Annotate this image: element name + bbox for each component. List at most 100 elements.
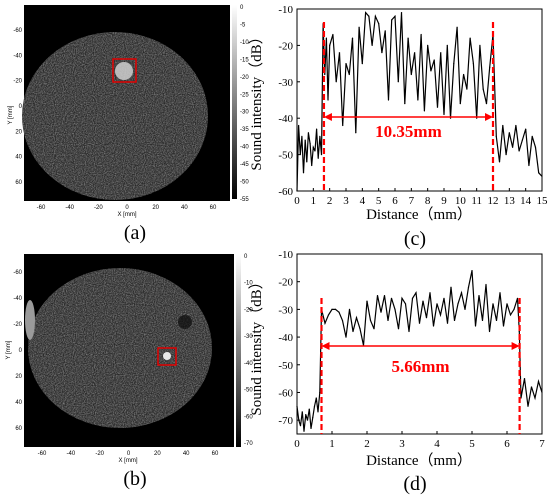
chart-c-data-point <box>302 172 305 174</box>
panel-a-xtick-label: 40 <box>181 205 188 211</box>
panel-a-colorbar-tick-label: -30 <box>240 110 249 116</box>
panel-b-colorbar-tick-label: -30 <box>244 334 253 340</box>
chart-c-data-point <box>306 161 308 163</box>
chart-c-data-point <box>335 81 337 83</box>
chart-c: 0 1 2 3 4 5 6 7 8 9 10 11 12 13 14 15 -10-20-30-40-50-6… <box>248 4 548 223</box>
chart-d-data-point <box>478 294 480 297</box>
chart-c-data-point <box>400 12 403 14</box>
chart-d-data-point <box>520 397 522 399</box>
chart-d-data-point <box>537 380 540 382</box>
panel-a-label: (a) <box>124 222 146 244</box>
panel-a-yticks: -60 -40 -20 0 20 40 60 <box>13 28 22 186</box>
chart-c-data-point <box>423 110 425 112</box>
chart-c-data-point <box>485 103 488 105</box>
chart-d-data-point <box>495 319 498 322</box>
chart-c-data-point <box>365 12 367 14</box>
panel-b-colorbar-tick-label: -20 <box>244 307 253 313</box>
chart-d-data-point <box>327 314 330 316</box>
chart-c-data-point <box>381 52 383 54</box>
chart-c-span-label: 10.35mm <box>375 122 442 141</box>
chart-c-data-point <box>541 175 543 178</box>
chart-d-data-point <box>317 411 319 413</box>
chart-d-xtick-label: 1 <box>329 438 335 450</box>
panel-b-edge-artifact <box>25 300 35 340</box>
chart-d-annotation-group: 5.66mm <box>320 298 521 434</box>
panel-a-colorbar-tick-label: -45 <box>240 162 249 168</box>
chart-d-data-point <box>334 308 337 310</box>
chart-d-data-point <box>530 386 533 388</box>
chart-c-xtick-label: 2 <box>327 195 333 207</box>
chart-d-data-point <box>418 322 421 324</box>
chart-c-data-point <box>374 15 376 17</box>
chart-c-data-point <box>502 124 504 127</box>
chart-c-data-point <box>427 44 429 47</box>
chart-c-xtick-label: 11 <box>471 195 482 207</box>
panel-a-colorbar-tick-label: -20 <box>240 75 249 81</box>
chart-d-data-point <box>324 322 326 324</box>
chart-d-data-point <box>331 308 333 310</box>
chart-d-data-point <box>457 303 459 305</box>
chart-c-data-point <box>325 37 327 39</box>
chart-c-data-point <box>430 70 432 72</box>
panel-b-xtick-label: 20 <box>154 451 161 457</box>
chart-c-data-point <box>296 190 298 192</box>
chart-c-data-point <box>304 139 306 141</box>
chart-d-plot-area <box>296 253 543 435</box>
chart-c-data-point <box>456 26 458 28</box>
chart-c-xtick-label: 7 <box>409 195 415 207</box>
chart-c-data-point <box>528 164 530 167</box>
panel-a-ytick-label: -60 <box>13 28 22 34</box>
chart-d-data-point <box>541 391 543 394</box>
chart-c-data-point <box>515 124 517 127</box>
chart-d-data-point <box>502 325 505 327</box>
chart-c-ytick-label: -60 <box>278 186 293 198</box>
chart-d-ylabel: Sound intensity（dB） <box>248 274 265 415</box>
panel-a-bright-spot <box>115 62 133 80</box>
chart-c-data-point <box>436 106 439 108</box>
panel-a-xtick-label: 60 <box>210 205 217 211</box>
chart-c-data-point <box>329 44 331 47</box>
panel-a-xtick-label: 0 <box>125 205 129 211</box>
panel-b-bright-spot <box>163 352 171 360</box>
panel-a-ytick-label: 0 <box>19 104 23 110</box>
chart-d-data-point <box>429 292 431 294</box>
chart-c-data-point <box>371 44 373 47</box>
chart-d-data-point <box>460 292 463 294</box>
chart-d-data-point <box>492 303 494 305</box>
chart-c-data-point <box>299 154 301 156</box>
chart-c-xtick-label: 5 <box>376 195 382 207</box>
chart-d-data-point <box>467 286 470 288</box>
chart-c-data-point <box>414 52 416 54</box>
chart-d-data-point <box>397 328 400 330</box>
panel-b-colorbar-tick-label: -40 <box>244 361 253 367</box>
panel-a-ytick-label: 60 <box>15 180 22 186</box>
chart-c-plot-area <box>296 8 543 192</box>
chart-d-xtick-label: 2 <box>364 438 370 450</box>
panel-a-roi-box <box>112 58 137 83</box>
chart-c-xlabel: Distance（mm） <box>366 206 472 223</box>
panel-a-colorbar-tick-label: -15 <box>240 57 249 63</box>
chart-c-data-point <box>397 81 399 83</box>
chart-d-ytick-label: -30 <box>278 304 293 316</box>
panel-a-colorbar-tick-label: -40 <box>240 145 249 151</box>
chart-d-data-point <box>390 297 393 299</box>
chart-c-data-point <box>538 172 540 174</box>
panel-b-ylabel: Y [mm] <box>6 340 12 359</box>
chart-d-data-point <box>422 300 424 302</box>
panel-b-ytick-label: -20 <box>13 322 22 328</box>
panel-b-xtick-label: 40 <box>183 451 190 457</box>
chart-c-xtick-label: 10 <box>455 195 467 207</box>
chart-d-data-point <box>296 405 298 407</box>
chart-d-ytick-label: -60 <box>278 387 293 399</box>
chart-d-data-point <box>446 322 449 324</box>
chart-d-data-point <box>523 378 526 380</box>
chart-c-data-point <box>387 99 390 101</box>
panel-a-xlabel: X [mm] <box>118 212 137 218</box>
chart-c-data-point <box>332 33 334 36</box>
chart-c-data-point <box>309 143 311 145</box>
panel-a-colorbar-tick-label: -10 <box>240 40 249 46</box>
panel-a-colorbar-ticks: 0 -5 -10 -15 -20 -25 -30 -35 -40 -45 -50 -55 <box>240 5 249 203</box>
panel-b-speckle <box>28 268 212 428</box>
panel-b-xtick-label: 0 <box>127 451 131 457</box>
chart-d-data-point <box>359 328 361 330</box>
